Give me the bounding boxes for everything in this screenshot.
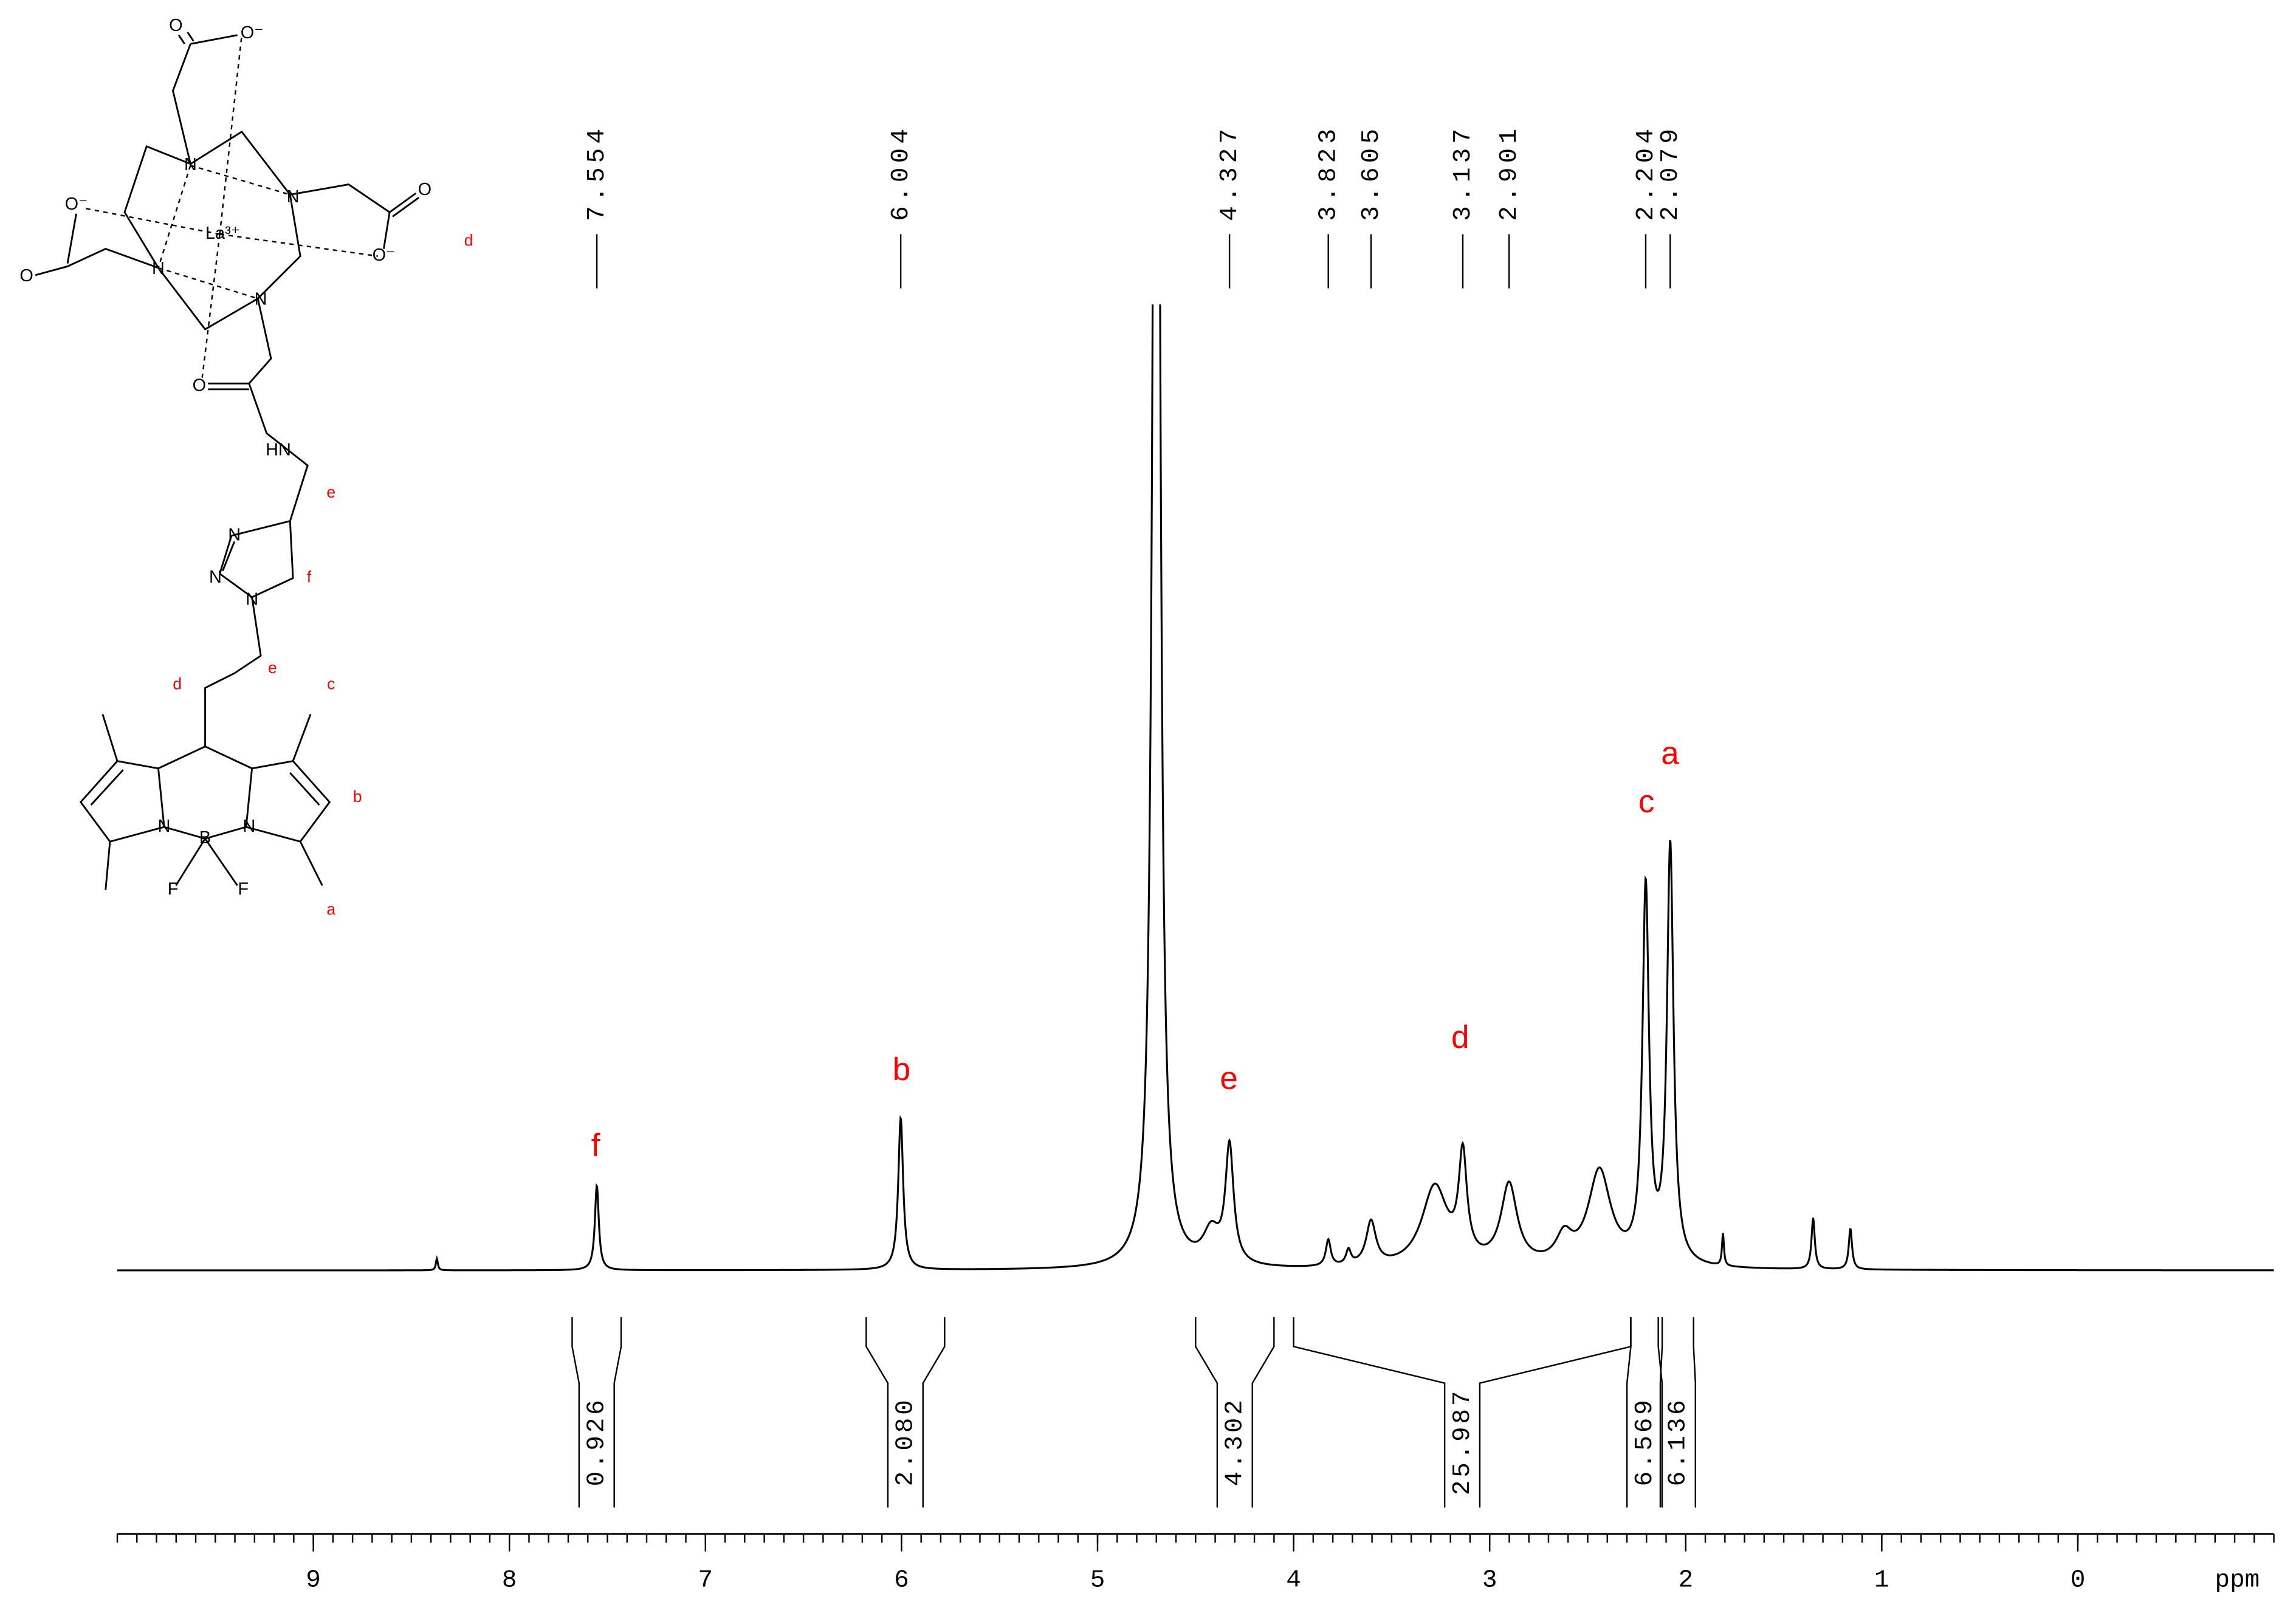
x-tick-label: 0	[2071, 1566, 2086, 1594]
x-tick-label: 1	[1874, 1566, 1889, 1594]
atom-label: N	[242, 817, 255, 836]
peak-label: 2.204	[1632, 125, 1660, 221]
structure: O O⁻ N N La³⁺ O⁻ O N N O O⁻ O HN N N N N…	[19, 16, 473, 918]
proton-label: b	[353, 787, 362, 806]
atom-label: O	[418, 180, 431, 199]
atom-label: O⁻	[373, 245, 396, 265]
spectrum	[117, 304, 2274, 1272]
x-tick-label: 7	[698, 1566, 713, 1594]
integral-bracket	[1626, 1317, 1663, 1508]
atom-label: N	[255, 290, 267, 309]
peak-label: 3.605	[1358, 125, 1386, 221]
atom-label: N	[152, 259, 165, 278]
atom-label: O⁻	[65, 194, 88, 214]
peak-label: 3.823	[1315, 125, 1343, 221]
atom-label: N	[184, 155, 197, 174]
proton-label: f	[307, 568, 312, 586]
atom-label: O	[169, 16, 182, 35]
proton-label: e	[268, 659, 277, 677]
integral-label: 25.987	[1449, 1388, 1477, 1495]
assignment-label: f	[591, 1128, 600, 1163]
atom-label: HN	[266, 440, 291, 460]
atom-label: O	[19, 266, 33, 286]
atom-label: N	[158, 817, 171, 836]
atom-label: B	[199, 828, 211, 848]
atom-label: O⁻	[241, 23, 264, 43]
integral-bracket	[865, 1317, 946, 1508]
x-tick-label: 9	[306, 1566, 321, 1594]
peak-label: 2.901	[1496, 125, 1524, 221]
proton-label: a	[326, 900, 335, 918]
atom-label: La³⁺	[205, 224, 240, 243]
integral-bracket	[571, 1317, 622, 1508]
proton-label: d	[464, 231, 473, 250]
integral-label: 6.569	[1631, 1397, 1659, 1486]
integral-label: 6.136	[1665, 1397, 1693, 1486]
atom-label: N	[287, 187, 300, 207]
x-tick-label: 5	[1090, 1566, 1105, 1594]
peak-label: 4.327	[1216, 125, 1244, 221]
x-tick-label: 2	[1679, 1566, 1694, 1594]
proton-label: d	[173, 674, 182, 693]
integral-label: 2.080	[892, 1397, 920, 1486]
atom-label: O	[193, 376, 206, 396]
integral-label: 0.926	[583, 1397, 611, 1486]
atom-label: F	[238, 879, 249, 899]
atom-label: N	[228, 525, 241, 544]
peak-label: 7.554	[583, 125, 611, 221]
assignment-label: c	[1638, 784, 1655, 820]
bonds	[35, 32, 420, 890]
x-tick-label: 4	[1286, 1566, 1301, 1594]
assignment-label: e	[1220, 1060, 1237, 1096]
x-tick-label: 6	[894, 1566, 909, 1594]
x-tick-label: 3	[1482, 1566, 1497, 1594]
peak-label: 6.004	[887, 125, 915, 221]
integral-bracket	[1195, 1317, 1275, 1508]
assignment-label: b	[893, 1052, 910, 1088]
atom-label: N	[246, 589, 258, 609]
proton-label: c	[327, 674, 335, 693]
proton-label: e	[326, 483, 335, 501]
peak-label: 3.137	[1449, 125, 1477, 221]
assignment-label: a	[1661, 736, 1679, 772]
atom-label: F	[168, 879, 179, 899]
integral-bracket	[1659, 1317, 1697, 1508]
integral-label: 4.302	[1222, 1397, 1249, 1486]
x-axis-label: ppm	[2215, 1566, 2260, 1594]
peak-label: 2.079	[1657, 125, 1685, 221]
assignment-label: d	[1451, 1019, 1469, 1055]
atom-label: N	[209, 567, 222, 587]
x-tick-label: 8	[502, 1566, 517, 1594]
